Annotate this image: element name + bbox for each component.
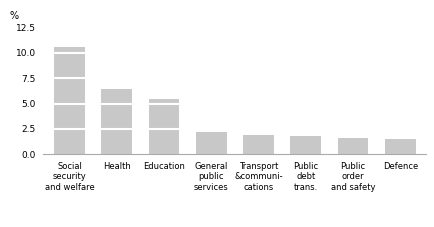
Bar [54, 47, 85, 154]
Bar [384, 139, 415, 154]
Bar [148, 99, 179, 154]
Text: %: % [9, 11, 18, 21]
Bar [337, 138, 368, 154]
Bar [290, 136, 320, 154]
Bar [243, 135, 273, 154]
Bar [101, 89, 132, 154]
Bar [195, 132, 226, 154]
